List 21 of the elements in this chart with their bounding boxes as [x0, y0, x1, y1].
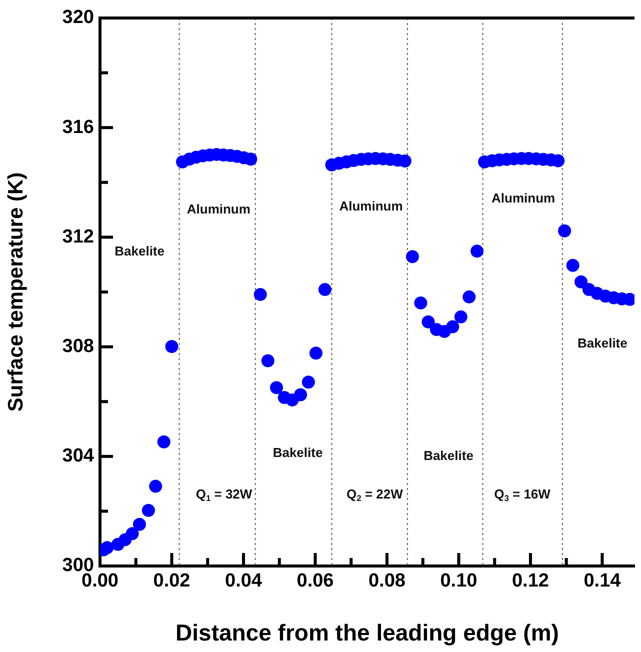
- annotation: Aluminum: [339, 198, 403, 214]
- x-tick-label: 0.08: [368, 570, 406, 592]
- y-tick-label: 308: [62, 336, 94, 358]
- annotation: Bakelite: [578, 336, 628, 351]
- annotation: Bakelite: [114, 244, 164, 259]
- y-tick-label: 312: [62, 226, 94, 248]
- x-tick-label: 0.02: [153, 570, 190, 592]
- annotation: Bakelite: [424, 448, 474, 463]
- y-tick-label: 304: [62, 446, 94, 467]
- y-tick-label: 320: [62, 7, 94, 28]
- x-tick-label: 0.14: [584, 570, 622, 592]
- annotation: Bakelite: [272, 445, 323, 460]
- x-tick-label: 0.10: [440, 570, 478, 592]
- x-tick-label: 0.04: [225, 570, 262, 592]
- x-tick-label: 0.12: [512, 570, 549, 592]
- y-tick-label: 316: [62, 116, 94, 138]
- x-axis-title: Distance from the leading edge (m): [176, 620, 559, 646]
- x-tick-label: 0.06: [296, 570, 334, 592]
- annotation: Aluminum: [492, 190, 556, 206]
- y-axis-title: Surface temperature (K): [4, 172, 28, 412]
- annotation: Aluminum: [186, 201, 250, 216]
